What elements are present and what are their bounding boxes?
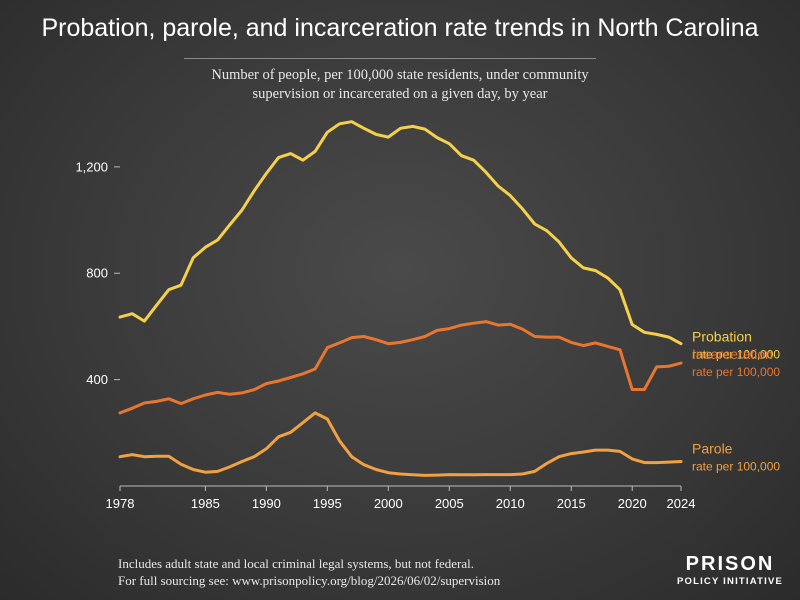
series-label-parole: Parole (692, 441, 733, 457)
series-line-incarceration (118, 320, 683, 415)
x-tick-label: 2015 (557, 496, 586, 511)
chart-subtitle: Number of people, per 100,000 state resi… (150, 66, 650, 104)
series-label-probation: Probation (692, 329, 752, 345)
prison-policy-logo: PRISON POLICY INITIATIVE (674, 553, 786, 588)
x-tick-label: 2005 (435, 496, 464, 511)
x-tick-label: 1995 (313, 496, 342, 511)
series-line-probation (118, 120, 683, 346)
subtitle-line-2: supervision or incarcerated on a given d… (252, 86, 548, 102)
x-tick-label: 1985 (191, 496, 220, 511)
series-sublabel-incarceration: rate per 100,000 (692, 365, 780, 379)
chart-title: Probation, parole, and incarceration rat… (41, 14, 759, 42)
series-label-incarceration: Incarceration (692, 346, 773, 362)
x-tick-label: 2024 (667, 496, 696, 511)
y-tick-label: 800 (86, 266, 108, 281)
logo-line-2: POLICY INITIATIVE (676, 576, 784, 587)
subtitle-line-1: Number of people, per 100,000 state resi… (211, 67, 589, 83)
x-tick-label: 1978 (106, 496, 135, 511)
x-tick-label: 2010 (496, 496, 525, 511)
title-divider (184, 58, 596, 59)
series-layer (118, 120, 683, 477)
series-sublabel-parole: rate per 100,000 (692, 460, 780, 474)
x-tick-label: 2020 (618, 496, 647, 511)
x-tick-label: 2000 (374, 496, 403, 511)
footnote-scope: Includes adult state and local criminal … (118, 556, 474, 571)
footnote-sourcing: For full sourcing see: www.prisonpolicy.… (118, 573, 501, 588)
logo-line-1: PRISON (685, 553, 775, 575)
series-line-parole (118, 411, 683, 477)
axis-layer: 1978 1985 1990 1995 2000 2005 2010 2015 2020 2024… (75, 159, 695, 511)
series-sublabel-probation: rate per 100,000 (692, 348, 780, 362)
x-tick-label: 1990 (252, 496, 281, 511)
y-tick-label: 400 (86, 372, 108, 387)
y-tick-label: 1,200 (75, 159, 108, 174)
